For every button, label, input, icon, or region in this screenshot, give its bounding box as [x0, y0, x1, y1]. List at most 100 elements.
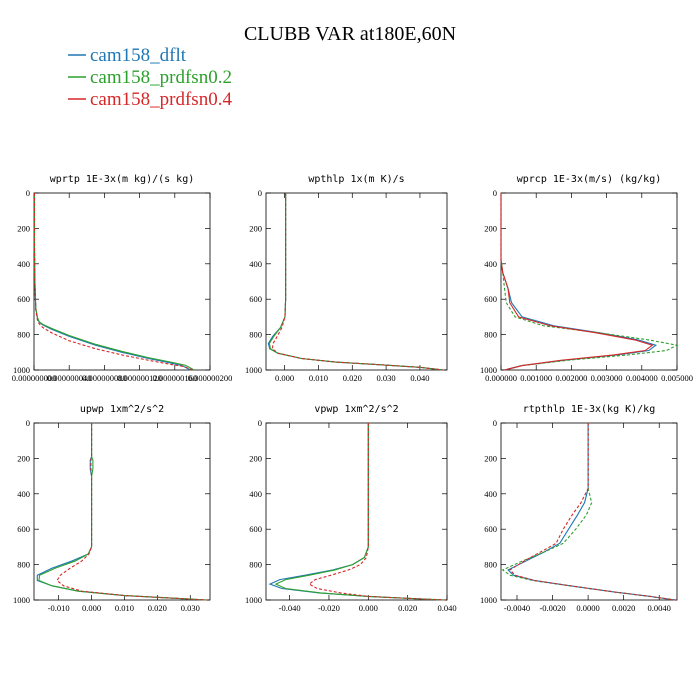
series-line-cam158_prdfsn0.2 [501, 423, 676, 601]
panel-0: wprtp 1E-3x(m kg)/(s kg)0.0000000000.000… [12, 174, 233, 383]
y-tick-label: 0 [258, 418, 262, 428]
series-line-cam158_prdfsn0.4 [56, 423, 207, 601]
series-line-cam158_prdfsn0.2 [38, 423, 207, 601]
x-tick-label: 0.000000080 [82, 373, 127, 383]
x-tick-label: 0.001000 [520, 373, 552, 383]
x-tick-label: 0.000000160 [152, 373, 197, 383]
y-tick-label: 600 [17, 294, 30, 304]
y-tick-label: 1000 [480, 365, 497, 375]
figure-title: CLUBB VAR at180E,60N [244, 23, 456, 45]
panel-4: vpwp 1xm^2/s^2 -0.040 -0.020 0.000 0.020 0.04… [245, 404, 457, 613]
y-tick-label: 1000 [13, 365, 30, 375]
series-line-cam158_dflt [267, 193, 444, 371]
x-tick-label: -0.0020 [539, 603, 565, 613]
legend-label-prdfsn04: cam158_prdfsn0.4 [90, 89, 232, 110]
x-tick-label: 0.000000 [485, 373, 517, 383]
plot-frame [33, 192, 211, 371]
panel-title: rtpthlp 1E-3x(kg K)/kg [523, 404, 655, 415]
panel-title: wprcp 1E-3x(m/s) (kg/kg) [517, 174, 662, 185]
panel-2: wprcp 1E-3x(m/s) (kg/kg) 0.000000 0.001000… [480, 174, 693, 383]
series-line-cam158_prdfsn0.4 [271, 193, 444, 371]
legend: cam158_dflt cam158_prdfsn0.2 cam158_prdf… [68, 45, 232, 110]
x-tick-label: 0.0040 [648, 603, 671, 613]
x-tick-label: 0.040 [410, 373, 429, 383]
series-line-cam158_prdfsn0.4 [509, 423, 676, 601]
x-tick-label: 0.020 [343, 373, 362, 383]
y-tick-label: 600 [484, 524, 497, 534]
y-tick-label: 0 [258, 188, 262, 198]
x-tick-label: 0.030 [377, 373, 396, 383]
series-line-cam158_dflt [507, 423, 676, 601]
y-tick-label: 200 [17, 223, 30, 233]
series-line-cam158_prdfsn0.2 [500, 193, 679, 371]
x-tick-label: 0.010 [309, 373, 328, 383]
y-tick-label: 0 [26, 418, 30, 428]
y-tick-label: 1000 [480, 595, 497, 605]
y-tick-label: 200 [249, 453, 262, 463]
x-tick-label: 0.005000 [661, 373, 693, 383]
x-tick-label: -0.0040 [504, 603, 530, 613]
panel-3: upwp 1xm^2/s^2 -0.010 0.000 0.010 0.020 0.030… [13, 404, 211, 613]
y-tick-label: 200 [249, 223, 262, 233]
x-tick-label: 0.020 [398, 603, 417, 613]
y-tick-label: 400 [484, 259, 497, 269]
panel-title: wprtp 1E-3x(m kg)/(s kg) [50, 174, 195, 185]
series-line-cam158_dflt [36, 423, 207, 601]
y-tick-label: 200 [17, 453, 30, 463]
series-line-cam158_dflt [500, 193, 658, 371]
x-tick-label: 0.000000200 [188, 373, 233, 383]
x-tick-label: 0.003000 [591, 373, 623, 383]
x-tick-label: 0.000 [275, 373, 294, 383]
series-line-cam158_dflt [268, 423, 446, 601]
y-tick-label: 1000 [245, 595, 262, 605]
panel-title: vpwp 1xm^2/s^2 [314, 404, 398, 415]
series-line-cam158_dflt [33, 193, 191, 371]
y-tick-label: 0 [493, 418, 497, 428]
y-tick-label: 0 [493, 188, 497, 198]
x-tick-label: 0.000 [359, 603, 378, 613]
x-tick-label: 0.000 [82, 603, 101, 613]
panel-1: wpthlp 1x(m K)/s 0.000 0.010 0.020 0.030 0.04… [245, 174, 448, 383]
x-tick-label: 0.010 [115, 603, 134, 613]
x-tick-label: 0.030 [181, 603, 200, 613]
y-tick-label: 1000 [13, 595, 30, 605]
x-tick-label: 0.020 [148, 603, 167, 613]
y-tick-label: 1000 [245, 365, 262, 375]
y-tick-label: 600 [17, 524, 30, 534]
y-tick-label: 600 [484, 294, 497, 304]
series-line-cam158_prdfsn0.4 [500, 193, 654, 371]
x-tick-label: -0.010 [48, 603, 70, 613]
plot-frame [500, 192, 678, 371]
plot-frame [500, 422, 678, 601]
x-tick-label: 0.0020 [612, 603, 635, 613]
series-line-cam158_prdfsn0.4 [33, 193, 193, 371]
panels: wprtp 1E-3x(m kg)/(s kg)0.0000000000.000… [12, 174, 693, 613]
y-tick-label: 800 [249, 560, 262, 570]
y-tick-label: 600 [249, 524, 262, 534]
y-tick-label: 400 [249, 489, 262, 499]
x-tick-label: 0.000000120 [117, 373, 162, 383]
x-tick-label: -0.020 [318, 603, 340, 613]
y-tick-label: 800 [249, 330, 262, 340]
panel-title: upwp 1xm^2/s^2 [80, 404, 164, 415]
y-tick-label: 0 [26, 188, 30, 198]
x-tick-label: 0.004000 [626, 373, 658, 383]
series-line-cam158_prdfsn0.2 [268, 193, 444, 371]
series-line-cam158_prdfsn0.4 [308, 423, 446, 601]
y-tick-label: 800 [484, 560, 497, 570]
legend-label-prdfsn02: cam158_prdfsn0.2 [90, 67, 232, 88]
x-tick-label: -0.040 [279, 603, 301, 613]
x-tick-label: 0.040 [437, 603, 456, 613]
series-line-cam158_prdfsn0.2 [33, 193, 195, 371]
x-tick-label: 0.0000 [576, 603, 599, 613]
legend-label-dflt: cam158_dflt [90, 45, 187, 66]
x-tick-label: 0.002000 [555, 373, 587, 383]
panel-5: rtpthlp 1E-3x(kg K)/kg -0.0040 -0.0020 0.00… [480, 404, 678, 613]
y-tick-label: 600 [249, 294, 262, 304]
y-tick-label: 400 [17, 489, 30, 499]
plot-frame [265, 422, 448, 601]
y-tick-label: 200 [484, 223, 497, 233]
y-tick-label: 200 [484, 453, 497, 463]
y-tick-label: 400 [17, 259, 30, 269]
